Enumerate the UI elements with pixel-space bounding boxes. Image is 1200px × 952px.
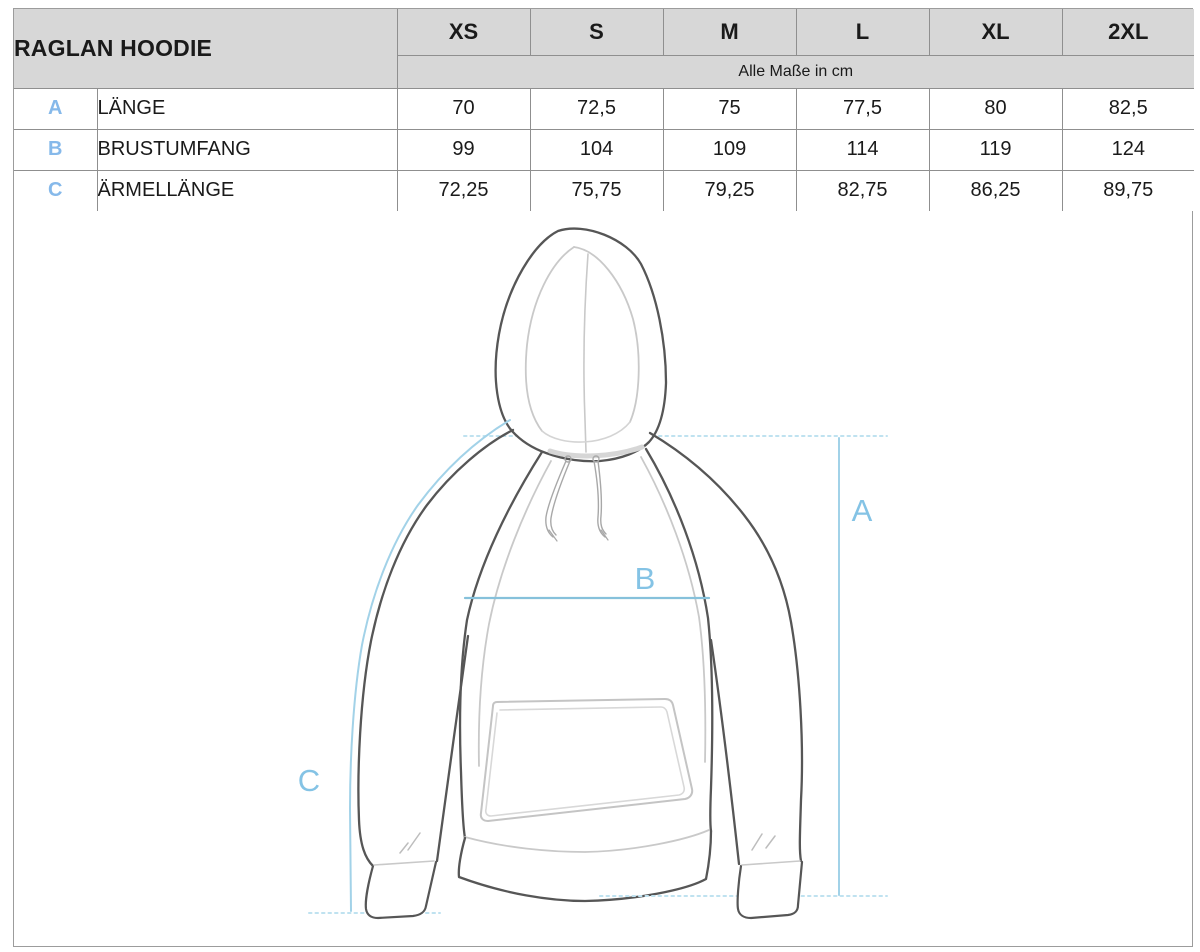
measure-c-line: [349, 419, 511, 912]
measure-value-cell: 82,5: [1061, 87, 1195, 130]
measure-b-label: B: [635, 561, 656, 596]
size-header-xl: XL: [928, 8, 1063, 56]
table-row-laenge: A LÄNGE 70 72,5 75 77,5 80 82,5: [13, 87, 1195, 130]
measure-label-cell: BRUSTUMFANG: [96, 128, 398, 171]
measure-c-label: C: [298, 763, 320, 798]
measure-a-label: A: [852, 493, 873, 528]
measure-value-cell: 114: [795, 128, 930, 171]
table-row-aermellaenge: C ÄRMELLÄNGE 72,25 75,75 79,25 82,75 86,…: [13, 169, 1195, 212]
measure-value-cell: 104: [529, 128, 664, 171]
measure-value-cell: 86,25: [928, 169, 1063, 212]
measure-value-cell: 109: [662, 128, 797, 171]
measure-value-cell: 72,5: [529, 87, 664, 130]
measure-value-cell: 79,25: [662, 169, 797, 212]
size-table: RAGLAN HOODIE XS S M L XL 2XL Alle Maße …: [13, 8, 1195, 212]
measure-letter-cell: C: [13, 169, 98, 212]
drawstrings: [545, 455, 609, 542]
size-header-xs: XS: [396, 8, 531, 56]
size-header-2xl: 2XL: [1061, 8, 1195, 56]
size-header-m: M: [662, 8, 797, 56]
measure-value-cell: 72,25: [396, 169, 531, 212]
left-cuff: [364, 860, 438, 920]
hood: [494, 227, 668, 463]
body-outline: [357, 428, 804, 868]
table-row-brustumfang: B BRUSTUMFANG 99 104 109 114 119 124: [13, 128, 1195, 171]
hoodie-drawing: A B C: [298, 227, 888, 920]
measure-letter-cell: A: [13, 87, 98, 130]
measure-letter-cell: B: [13, 128, 98, 171]
size-header-s: S: [529, 8, 664, 56]
left-sleeve-inner-edge: [435, 634, 470, 863]
measure-label-cell: LÄNGE: [96, 87, 398, 130]
measure-value-cell: 75: [662, 87, 797, 130]
left-raglan-seam: [458, 450, 544, 840]
measure-annotations: A B C: [298, 419, 873, 912]
cuffs: [364, 832, 804, 920]
content-frame: A B C RAGLAN HOODIE XS S M L XL 2XL: [13, 8, 1195, 947]
front-panel-seams: [477, 456, 707, 767]
measure-value-cell: 75,75: [529, 169, 664, 212]
measure-value-cell: 124: [1061, 128, 1195, 171]
measure-value-cell: 119: [928, 128, 1063, 171]
hem-band: [457, 829, 713, 903]
chart-title: RAGLAN HOODIE: [13, 8, 398, 89]
measure-value-cell: 77,5: [795, 87, 930, 130]
right-eyelet: [592, 455, 600, 463]
measure-value-cell: 70: [396, 87, 531, 130]
size-header-l: L: [795, 8, 930, 56]
measurement-diagram: A B C: [298, 227, 888, 920]
left-eyelet: [564, 455, 572, 463]
left-sleeve-outer-edge: [357, 428, 515, 868]
right-sleeve-outer-edge: [648, 431, 804, 863]
measure-value-cell: 89,75: [1061, 169, 1195, 212]
right-cuff: [736, 860, 804, 920]
measure-value-cell: 99: [396, 128, 531, 171]
right-sleeve-inner-edge: [709, 638, 741, 866]
kangaroo-pocket: [479, 698, 694, 822]
measure-value-cell: 80: [928, 87, 1063, 130]
measure-label-cell: ÄRMELLÄNGE: [96, 169, 398, 212]
measure-value-cell: 82,75: [795, 169, 930, 212]
unit-note: Alle Maße in cm: [396, 54, 1195, 89]
right-raglan-seam: [644, 447, 714, 833]
